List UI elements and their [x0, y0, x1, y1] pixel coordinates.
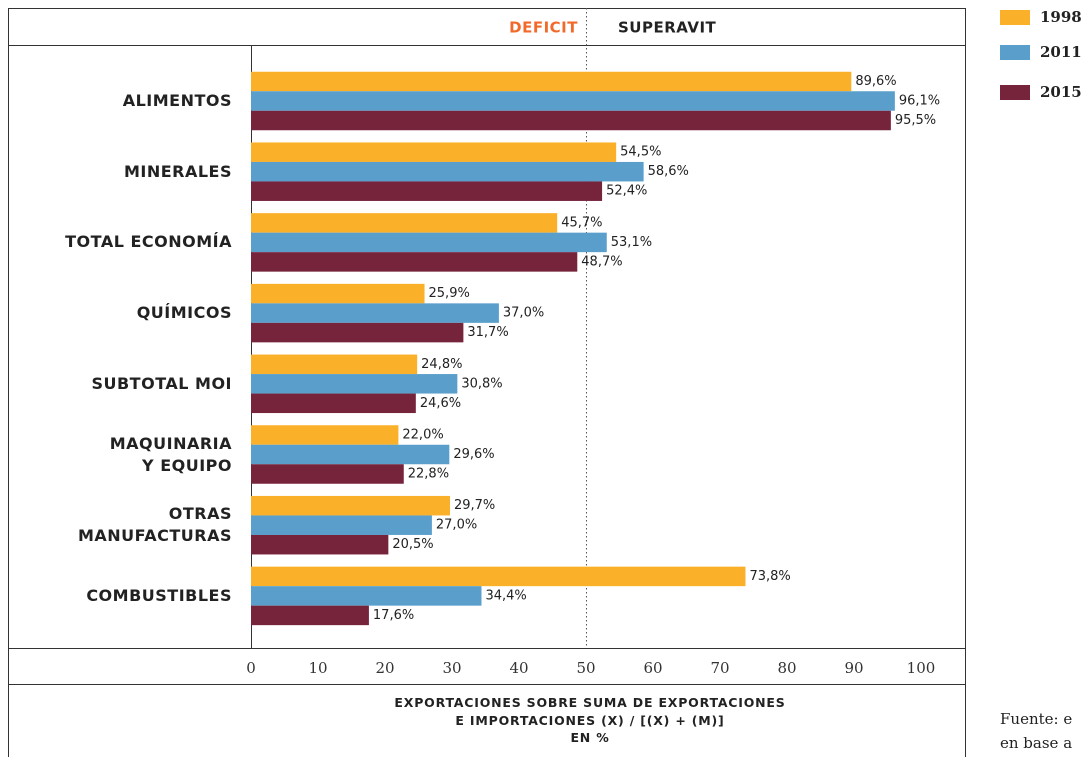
bar — [251, 464, 404, 484]
legend-label: 1998 — [1040, 8, 1082, 26]
value-label: 73,8% — [749, 569, 790, 584]
x-tick-label: 50 — [576, 659, 595, 677]
bar — [251, 71, 852, 92]
x-tick-label: 20 — [375, 659, 394, 677]
bar — [251, 303, 499, 323]
bar — [251, 110, 891, 131]
bar — [251, 354, 418, 375]
legend-swatch — [1000, 85, 1030, 100]
x-tick-label: 100 — [907, 659, 936, 677]
source-note: Fuente: e — [1000, 710, 1073, 728]
category-label: OTRAS MANUFACTURAS — [77, 504, 232, 546]
value-label: 29,6% — [453, 447, 494, 462]
bar — [251, 374, 458, 394]
value-label: 89,6% — [855, 74, 896, 89]
value-label: 31,7% — [467, 325, 508, 340]
x-tick-label: 0 — [246, 659, 256, 677]
legend-label: 2011 — [1040, 43, 1082, 61]
bar — [251, 213, 558, 233]
bar — [251, 232, 607, 253]
value-label: 22,0% — [402, 428, 443, 443]
value-label: 27,0% — [436, 518, 477, 533]
value-label: 58,6% — [648, 164, 689, 179]
legend-label: 2015 — [1040, 83, 1082, 101]
bar — [251, 495, 450, 516]
x-tick-label: 30 — [442, 659, 461, 677]
value-label: 52,4% — [606, 184, 647, 199]
value-label: 24,6% — [420, 396, 461, 411]
x-tick-label: 60 — [643, 659, 662, 677]
category-label: MINERALES — [123, 161, 232, 181]
bar — [251, 566, 746, 587]
value-label: 17,6% — [373, 608, 414, 623]
value-label: 30,8% — [461, 376, 502, 391]
value-label: 53,1% — [611, 235, 652, 250]
source-note: en base a — [1000, 734, 1073, 752]
bar — [251, 515, 432, 535]
x-tick-label: 70 — [710, 659, 729, 677]
legend-swatch — [1000, 45, 1030, 60]
bar — [251, 142, 617, 162]
bar — [251, 534, 389, 555]
value-label: 25,9% — [429, 286, 470, 301]
x-tick-label: 90 — [844, 659, 863, 677]
bar — [251, 283, 425, 304]
value-label: 34,4% — [485, 588, 526, 603]
bar — [251, 393, 416, 414]
value-label: 37,0% — [503, 306, 544, 321]
value-label: 96,1% — [899, 94, 940, 109]
category-label: ALIMENTOS — [122, 91, 232, 110]
category-label: MAQUINARIA Y EQUIPO — [109, 433, 232, 475]
category-label: SUBTOTAL MOI — [91, 373, 232, 393]
value-label: 54,5% — [620, 145, 661, 160]
category-label: COMBUSTIBLES — [86, 585, 232, 605]
bar — [251, 605, 369, 626]
bar — [251, 252, 578, 272]
frame — [8, 8, 966, 757]
bar — [251, 181, 603, 201]
category-label: QUÍMICOS — [136, 303, 232, 323]
value-label: 48,7% — [581, 254, 622, 269]
value-label: 95,5% — [895, 113, 936, 128]
value-label: 22,8% — [408, 467, 449, 482]
x-tick-label: 40 — [509, 659, 528, 677]
x-tick-label: 80 — [777, 659, 796, 677]
value-label: 24,8% — [421, 357, 462, 372]
legend-swatch — [1000, 10, 1030, 25]
x-tick-label: 10 — [308, 659, 327, 677]
bar — [251, 161, 644, 182]
bar — [251, 586, 482, 606]
category-label: TOTAL ECONOMÍA — [65, 232, 232, 252]
bar — [251, 444, 450, 465]
value-label: 20,5% — [392, 537, 433, 552]
surplus-label: SUPERAVIT — [618, 19, 717, 37]
value-label: 29,7% — [454, 498, 495, 513]
bar — [251, 425, 399, 445]
bar — [251, 91, 895, 111]
bar — [251, 322, 464, 343]
deficit-label: DEFICIT — [509, 19, 578, 37]
value-label: 45,7% — [561, 215, 602, 230]
x-axis-title: EXPORTACIONES SOBRE SUMA DE EXPORTACIONE… — [394, 695, 786, 745]
